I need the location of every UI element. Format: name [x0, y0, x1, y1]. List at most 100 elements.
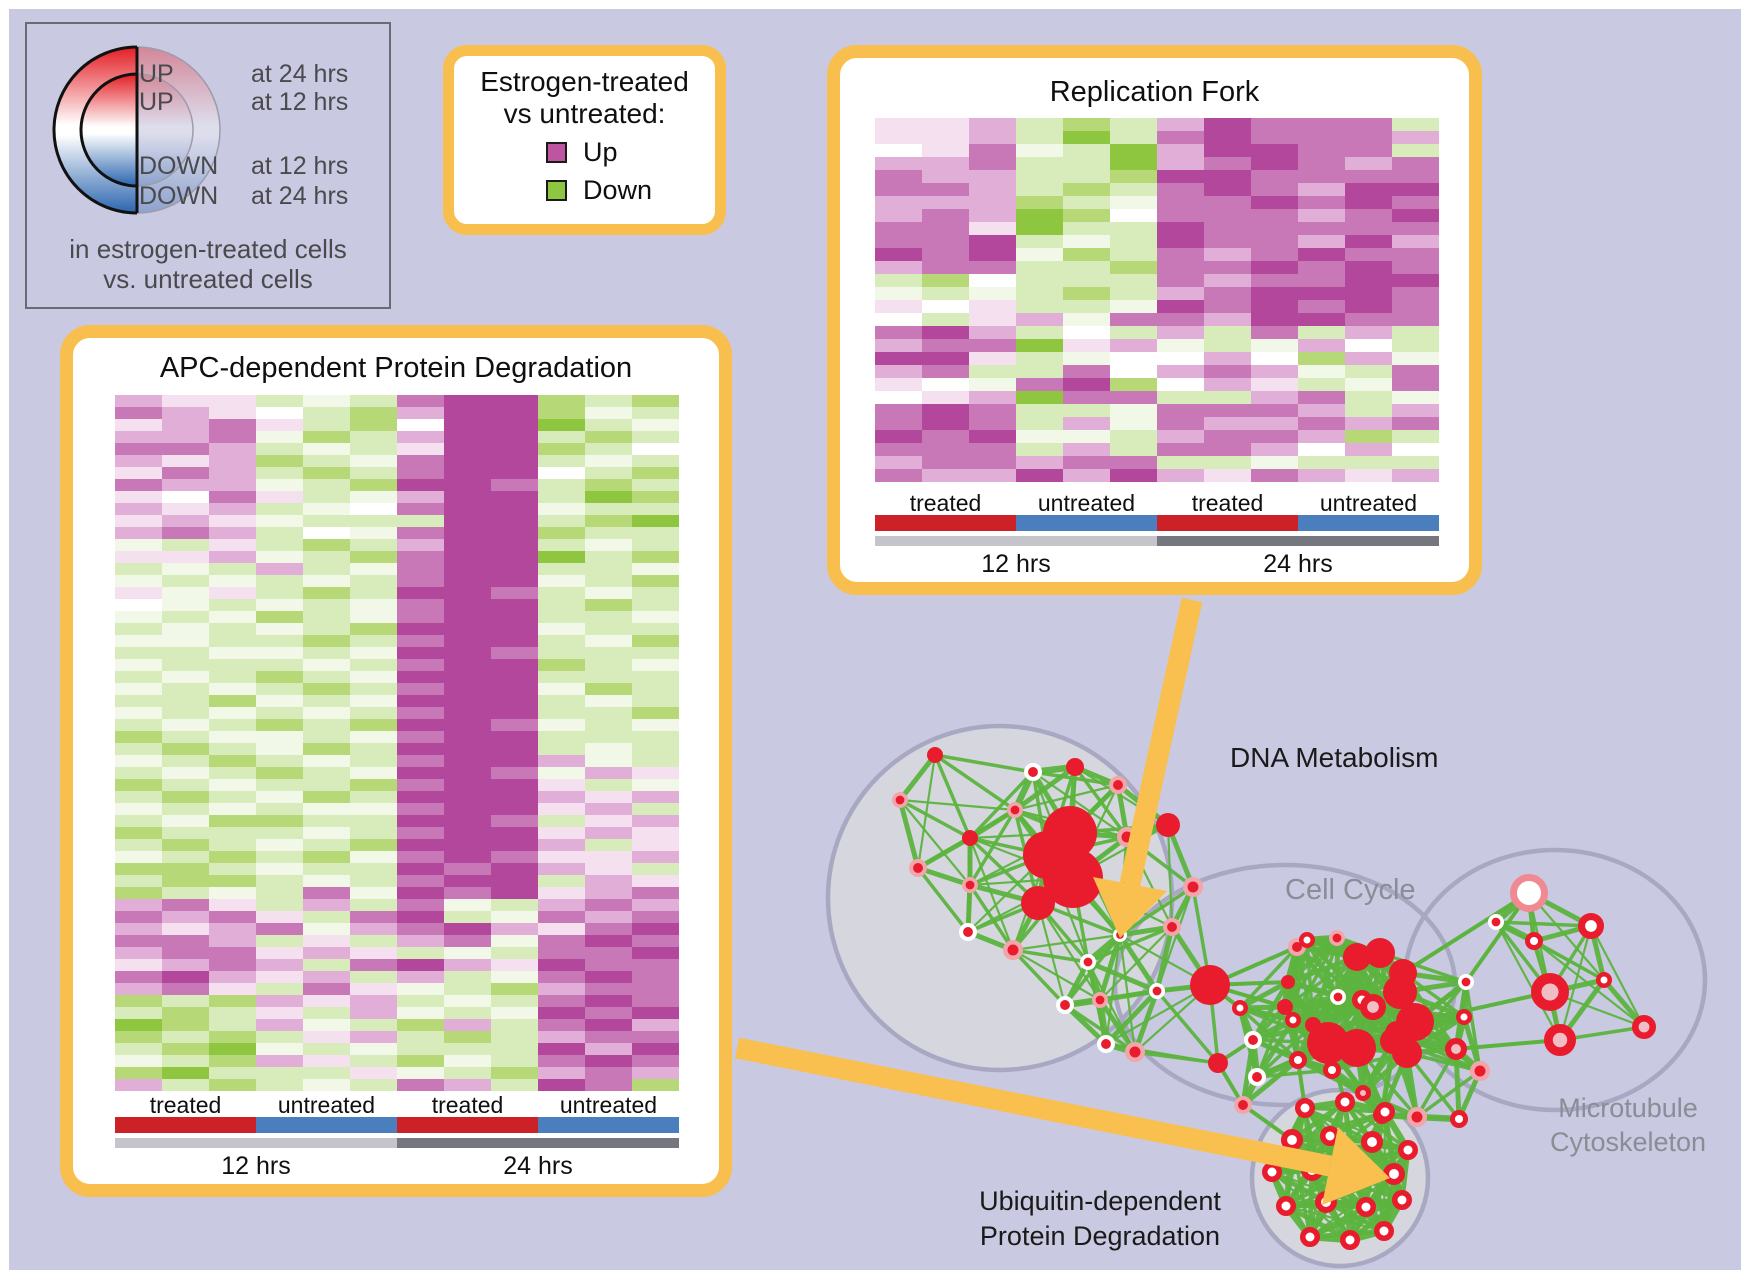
heatmap-cell [162, 407, 209, 419]
heatmap-cell [444, 479, 491, 491]
heatmap-cell [115, 443, 162, 455]
heatmap-cell [1110, 391, 1157, 404]
heatmap-cell [875, 326, 922, 339]
heatmap-cell [256, 515, 303, 527]
heatmap-row [875, 313, 1439, 326]
heatmap-cell [969, 131, 1016, 144]
down-24-label: DOWN [139, 182, 219, 210]
heatmap-cell [115, 1055, 162, 1067]
heatmap-cell [444, 899, 491, 911]
heatmap-cell [1298, 378, 1345, 391]
time-bar-segment [115, 1138, 397, 1148]
heatmap-cell [162, 611, 209, 623]
heatmap-cell [1392, 469, 1439, 482]
heatmap-cell [209, 911, 256, 923]
heatmap-cell [256, 971, 303, 983]
heatmap-cell [1204, 209, 1251, 222]
heatmap-cell [115, 1019, 162, 1031]
heatmap-cell [115, 395, 162, 407]
estrogen-color-legend: Estrogen-treated vs untreated: Up Down [443, 45, 726, 235]
heatmap-cell [350, 959, 397, 971]
legend-title-line2: vs untreated: [503, 98, 666, 130]
heatmap-cell [585, 983, 632, 995]
heatmap-cell [491, 563, 538, 575]
heatmap-cell [491, 431, 538, 443]
heatmap-cell [162, 479, 209, 491]
heatmap-cell [256, 443, 303, 455]
heatmap-cell [350, 815, 397, 827]
heatmap-cell [1251, 118, 1298, 131]
heatmap-cell [256, 743, 303, 755]
heatmap-cell [1157, 391, 1204, 404]
network-node [1281, 975, 1295, 989]
heatmap-cell [1063, 261, 1110, 274]
heatmap-cell [632, 731, 679, 743]
network-node [1449, 1109, 1468, 1128]
heatmap-cell [350, 779, 397, 791]
heatmap-row [875, 417, 1439, 430]
heatmap-row [875, 339, 1439, 352]
heatmap-cell [303, 1043, 350, 1055]
heatmap-row [115, 707, 679, 719]
heatmap-cell [538, 707, 585, 719]
heatmap-cell [538, 1055, 585, 1067]
heatmap-cell [444, 695, 491, 707]
heatmap-cell [303, 983, 350, 995]
heatmap-cell [115, 851, 162, 863]
heatmap-cell [162, 1067, 209, 1079]
heatmap-cell [256, 551, 303, 563]
heatmap-cell [1063, 326, 1110, 339]
heatmap-cell [969, 352, 1016, 365]
network-node [927, 747, 943, 763]
heatmap-cell [397, 731, 444, 743]
heatmap-cell [585, 695, 632, 707]
sample-group-bar-segment [397, 1117, 538, 1133]
heatmap-cell [585, 1079, 632, 1091]
network-node [1125, 1042, 1145, 1062]
heatmap-cell [162, 827, 209, 839]
legend-item-down: Down [546, 175, 715, 206]
heatmap-cell [1016, 157, 1063, 170]
heatmap-cell [303, 611, 350, 623]
time-label: 12 hrs [221, 1152, 291, 1180]
heatmap-cell [1204, 274, 1251, 287]
heatmap-cell [162, 431, 209, 443]
heatmap-cell [397, 983, 444, 995]
network-node [1544, 1024, 1577, 1057]
heatmap-cell [256, 1007, 303, 1019]
heatmap-cell [585, 575, 632, 587]
heatmap-cell [491, 995, 538, 1007]
heatmap-row [115, 1079, 679, 1091]
heatmap-row [115, 695, 679, 707]
heatmap-cell [256, 539, 303, 551]
heatmap-row [115, 539, 679, 551]
heatmap-cell [632, 683, 679, 695]
heatmap-cell [1392, 443, 1439, 456]
heatmap-cell [969, 404, 1016, 417]
heatmap-cell [1251, 157, 1298, 170]
heatmap-cell [303, 1055, 350, 1067]
network-bridge-edge [1401, 891, 1531, 975]
heatmap-cell [1298, 313, 1345, 326]
heatmap-cell [162, 527, 209, 539]
heatmap-row [115, 719, 679, 731]
heatmap-cell [491, 539, 538, 551]
heatmap-cell [969, 209, 1016, 222]
network-node [1149, 982, 1166, 999]
heatmap-cell [1298, 235, 1345, 248]
panel-title: Replication Fork [1049, 76, 1260, 108]
heatmap-cell [162, 743, 209, 755]
network-node [1248, 1068, 1267, 1087]
heatmap-cell [115, 839, 162, 851]
heatmap-cell [256, 959, 303, 971]
heatmap-cell [491, 599, 538, 611]
heatmap-cell [162, 971, 209, 983]
network-node [1021, 886, 1055, 920]
heatmap-cell [875, 222, 922, 235]
heatmap-cell [1016, 391, 1063, 404]
heatmap-cell [491, 467, 538, 479]
network-node [1097, 1035, 1116, 1054]
heatmap-cell [491, 407, 538, 419]
network-node [1407, 1107, 1427, 1127]
heatmap-cell [303, 431, 350, 443]
